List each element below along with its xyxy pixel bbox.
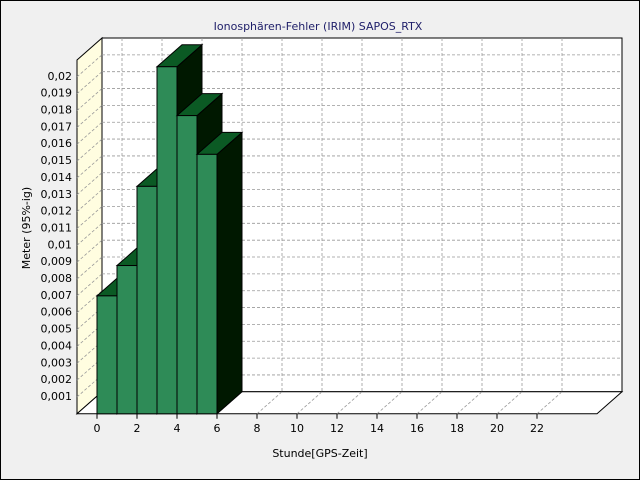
grid-line [296, 391, 323, 415]
y-tick-label: 0,007 [41, 289, 73, 302]
grid-line [336, 391, 363, 415]
x-tick-label: 10 [290, 422, 304, 435]
grid-line [76, 88, 103, 111]
grid-line [76, 121, 103, 145]
grid-line [76, 189, 103, 212]
bar-front [176, 115, 198, 415]
grid-line [76, 71, 103, 94]
grid-line [456, 391, 483, 415]
y-tick-label: 0,005 [41, 323, 73, 336]
grid-line [76, 105, 103, 128]
x-tick-label: 2 [134, 422, 141, 435]
grid-line [256, 391, 283, 415]
chart-title: Ionosphären-Fehler (IRIM) SAPOS_RTX [214, 20, 423, 33]
y-tick-label: 0,011 [41, 221, 73, 234]
y-tick-label: 0,004 [41, 339, 73, 352]
y-axis-title: Meter (95%-ig) [20, 187, 33, 269]
bar-front [156, 66, 178, 415]
x-axis-title: Stunde[GPS-Zeit] [272, 447, 367, 460]
bar-front [136, 185, 158, 415]
x-tick-label: 16 [410, 422, 424, 435]
y-tick-label: 0,006 [41, 306, 73, 319]
grid-line [76, 290, 103, 314]
grid-line [416, 391, 443, 415]
x-tick-label: 20 [490, 422, 504, 435]
y-tick-label: 0,009 [41, 255, 73, 268]
grid-line [76, 172, 103, 196]
y-tick-label: 0,017 [41, 120, 73, 133]
grid-line [76, 256, 103, 280]
bar-side [216, 131, 243, 415]
grid-line [376, 391, 403, 415]
y-tick-label: 0,018 [41, 104, 73, 117]
grid-line [76, 223, 103, 246]
x-tick-label: 4 [174, 422, 181, 435]
y-tick-label: 0,003 [41, 356, 73, 369]
x-tick-label: 6 [214, 422, 221, 435]
y-tick-label: 0,008 [41, 272, 73, 285]
y-tick-label: 0,02 [48, 70, 73, 83]
y-tick-label: 0,015 [41, 154, 73, 167]
y-tick-label: 0,019 [41, 87, 73, 100]
y-tick-label: 0,012 [41, 205, 73, 218]
grid-line [76, 54, 103, 78]
y-tick-label: 0,013 [41, 188, 73, 201]
grid-line [76, 273, 103, 297]
x-tick-label: 0 [94, 422, 101, 435]
grid-line [76, 138, 103, 162]
y-tick-label: 0,002 [41, 373, 73, 386]
x-tick-label: 14 [370, 422, 384, 435]
y-tick-label: 0,014 [41, 171, 73, 184]
x-tick-label: 22 [530, 422, 544, 435]
y-tick-label: 0,01 [48, 238, 73, 251]
grid-line [536, 391, 563, 415]
x-tick-label: 8 [254, 422, 261, 435]
y-tick-label: 0,001 [41, 390, 73, 403]
bar-front [116, 265, 138, 415]
bar-front [196, 153, 218, 415]
x-tick-label: 18 [450, 422, 464, 435]
y-tick-label: 0,016 [41, 137, 73, 150]
grid-line [496, 391, 523, 415]
bar [195, 131, 244, 415]
grid-line [76, 206, 103, 229]
grid-line [76, 155, 103, 179]
grid-line [76, 239, 103, 263]
x-tick-label: 12 [330, 422, 344, 435]
bar-front [96, 295, 118, 415]
